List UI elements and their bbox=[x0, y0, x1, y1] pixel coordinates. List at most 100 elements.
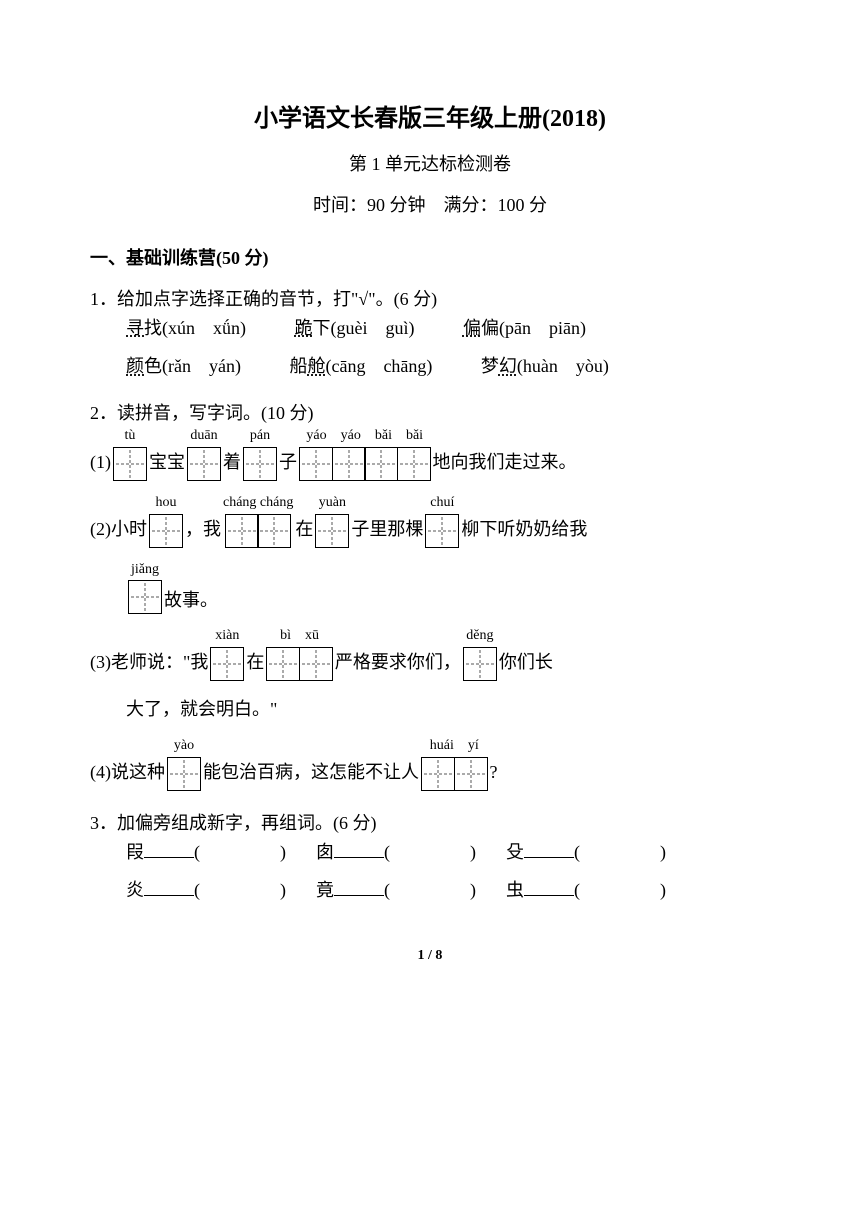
q1-prompt: 1．给加点字选择正确的音节，打"√"。(6 分) bbox=[90, 285, 770, 314]
char-box[interactable] bbox=[187, 447, 221, 481]
sentence-text: 小时 bbox=[111, 515, 147, 548]
radical-char: 叚 bbox=[126, 842, 144, 862]
radical-item: 叚() bbox=[126, 838, 286, 867]
question-3: 3．加偏旁组成新字，再组词。(6 分) 叚()囱()殳() 炎()竟()虫() bbox=[90, 809, 770, 905]
pinyin-label: jiǎng bbox=[131, 562, 159, 579]
char-box[interactable] bbox=[299, 647, 333, 681]
char-box-group: jiǎng bbox=[128, 562, 162, 615]
pinyin-label: chuí bbox=[430, 495, 454, 512]
char-box[interactable] bbox=[167, 757, 201, 791]
sentence-text: 能包治百病，这怎能不让人 bbox=[203, 758, 419, 791]
char-box[interactable] bbox=[421, 757, 455, 791]
char-box[interactable] bbox=[113, 447, 147, 481]
char-box-group: xiàn bbox=[210, 628, 244, 681]
radical-item: 炎() bbox=[126, 876, 286, 905]
paren-open: ( bbox=[384, 842, 390, 862]
q2-line3-cont: 大了，就会明白。" bbox=[90, 695, 770, 724]
paren-open: ( bbox=[574, 842, 580, 862]
char-box-group: bì xū bbox=[266, 628, 333, 681]
pinyin-label: yuàn bbox=[319, 495, 346, 512]
sentence-text: ，我 bbox=[185, 515, 221, 548]
sentence-text: 柳下听奶奶给我 bbox=[461, 515, 587, 548]
radical-item: 竟() bbox=[316, 876, 476, 905]
paren-open: ( bbox=[384, 880, 390, 900]
char-box[interactable] bbox=[364, 447, 398, 481]
sentence-text: 说这种 bbox=[111, 758, 165, 791]
char-box-group: hou bbox=[149, 495, 183, 548]
radical-item: 虫() bbox=[506, 876, 666, 905]
paren-open: ( bbox=[194, 880, 200, 900]
radical-char: 虫 bbox=[506, 880, 524, 900]
q2-line1: (1)tù宝宝duān着pán子yáo yáo bǎi bǎi地向我们走过来。 bbox=[90, 428, 770, 481]
paren-close: ) bbox=[470, 880, 476, 900]
char-box[interactable] bbox=[397, 447, 431, 481]
char-box[interactable] bbox=[210, 647, 244, 681]
char-box-group: huái yí bbox=[421, 738, 488, 791]
pinyin-label: yáo yáo bǎi bǎi bbox=[306, 428, 423, 445]
q2-line4: (4)说这种yào能包治百病，这怎能不让人huái yí? bbox=[90, 738, 770, 791]
fill-blank[interactable] bbox=[334, 876, 384, 896]
pinyin-label: duān bbox=[190, 428, 217, 445]
sentence-text: 老师说："我 bbox=[111, 648, 208, 681]
char-box-group: duān bbox=[187, 428, 221, 481]
fill-blank[interactable] bbox=[524, 838, 574, 858]
char-box-group: děng bbox=[463, 628, 497, 681]
char-box[interactable] bbox=[266, 647, 300, 681]
page-title: 小学语文长春版三年级上册(2018) bbox=[90, 100, 770, 138]
fill-blank[interactable] bbox=[144, 838, 194, 858]
char-box[interactable] bbox=[425, 514, 459, 548]
sentence-text: 子 bbox=[279, 448, 297, 481]
char-box[interactable] bbox=[243, 447, 277, 481]
radical-item: 囱 () bbox=[316, 838, 476, 867]
char-box-group: yáo yáo bǎi bǎi bbox=[299, 428, 431, 481]
pinyin-label: tù bbox=[125, 428, 136, 445]
char-box[interactable] bbox=[299, 447, 333, 481]
char-box-group: tù bbox=[113, 428, 147, 481]
line-number: (4) bbox=[90, 758, 111, 791]
pinyin-label: hou bbox=[156, 495, 177, 512]
q3-row1: 叚()囱()殳() bbox=[90, 838, 770, 867]
q3-prompt: 3．加偏旁组成新字，再组词。(6 分) bbox=[90, 809, 770, 838]
pinyin-label: pán bbox=[250, 428, 270, 445]
pinyin-label: bì xū bbox=[280, 628, 319, 645]
paren-close: ) bbox=[660, 880, 666, 900]
pinyin-label: xiàn bbox=[215, 628, 239, 645]
sentence-text: 地向我们走过来。 bbox=[433, 448, 577, 481]
radical-char: 囱 bbox=[316, 842, 334, 862]
q3-row2: 炎()竟()虫() bbox=[90, 876, 770, 905]
page-number: 1 / 8 bbox=[90, 945, 770, 967]
char-box[interactable] bbox=[463, 647, 497, 681]
char-box[interactable] bbox=[149, 514, 183, 548]
sentence-text: 严格要求你们， bbox=[335, 648, 461, 681]
paren-close: ) bbox=[280, 880, 286, 900]
question-2: 2．读拼音，写字词。(10 分) (1)tù宝宝duān着pán子yáo yáo… bbox=[90, 399, 770, 791]
line-number: (1) bbox=[90, 448, 111, 481]
char-box[interactable] bbox=[315, 514, 349, 548]
radical-item: 殳() bbox=[506, 838, 666, 867]
sentence-text: 故事。 bbox=[164, 586, 218, 615]
sentence-text: 在 bbox=[295, 515, 313, 548]
line-number: (3) bbox=[90, 648, 111, 681]
char-box[interactable] bbox=[128, 580, 162, 614]
pinyin-label: děng bbox=[466, 628, 493, 645]
line-number: (2) bbox=[90, 515, 111, 548]
paren-close: ) bbox=[470, 842, 476, 862]
sentence-text: 子里那棵 bbox=[351, 515, 423, 548]
fill-blank[interactable] bbox=[334, 838, 384, 858]
page-subtitle: 第 1 单元达标检测卷 bbox=[90, 150, 770, 179]
char-box[interactable] bbox=[257, 514, 291, 548]
q1-row2: 颜色(rǎn yán) 船舱(cāng chāng) 梦幻(huàn yòu) bbox=[90, 352, 770, 381]
q2-line2: (2)小时 hou ，我cháng cháng在 yuàn 子里那棵 chuí 柳下听奶奶给… bbox=[90, 495, 770, 548]
char-box-group: pán bbox=[243, 428, 277, 481]
char-box[interactable] bbox=[225, 514, 259, 548]
sentence-text: ? bbox=[490, 758, 498, 791]
char-box-group: yuàn bbox=[315, 495, 349, 548]
char-box[interactable] bbox=[454, 757, 488, 791]
paren-close: ) bbox=[660, 842, 666, 862]
fill-blank[interactable] bbox=[144, 876, 194, 896]
paren-close: ) bbox=[280, 842, 286, 862]
sentence-text: 在 bbox=[246, 648, 264, 681]
fill-blank[interactable] bbox=[524, 876, 574, 896]
char-box-group: cháng cháng bbox=[223, 495, 293, 548]
char-box[interactable] bbox=[332, 447, 366, 481]
